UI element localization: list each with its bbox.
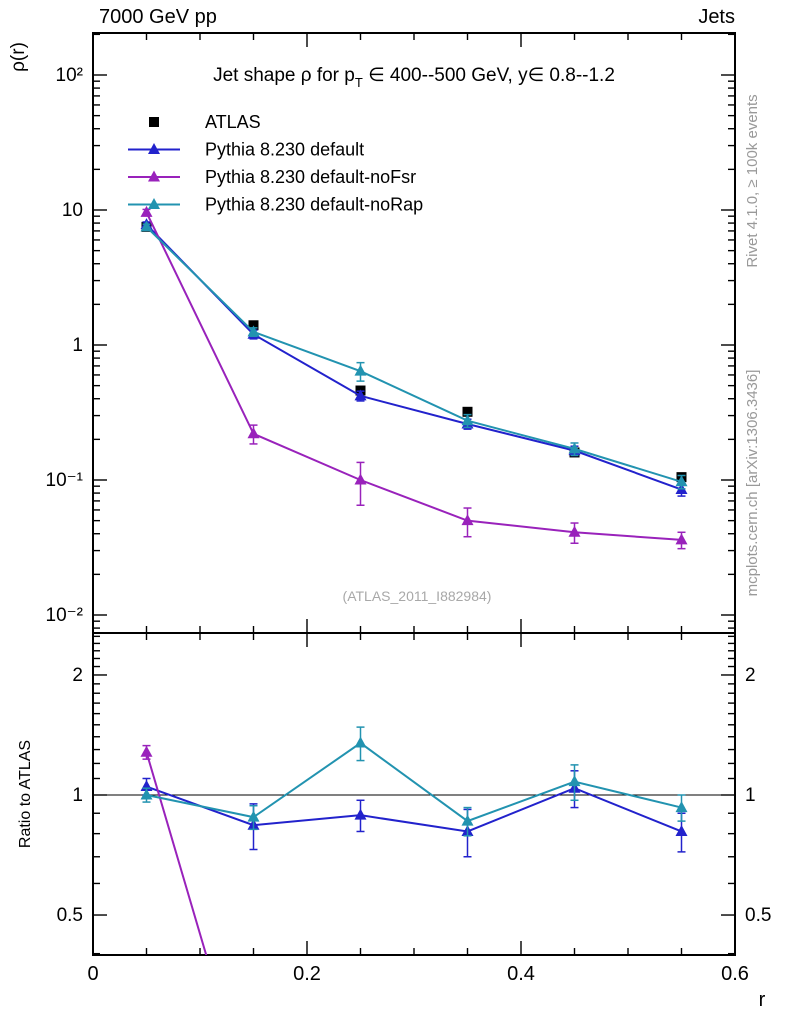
series-pythia-8-230-default-nofsr-line [145, 211, 682, 541]
series-pythia-8-230-default-nofsr-marker-triangle [461, 514, 474, 526]
series-pythia-8-230-default-nofsr-marker-triangle [140, 745, 153, 757]
series-pythia-8-230-default-norap-marker-triangle [140, 220, 153, 232]
x-axis-label: r [759, 989, 766, 1011]
side-note-generator-icon: Rivet 4.1.0, ≥ 100k events [744, 94, 761, 267]
series-pythia-8-230-default-norap-marker-triangle [140, 788, 153, 800]
legend-pythia-8-230-default-marker-triangle [148, 143, 160, 154]
legend-atlas-marker-square [149, 117, 159, 127]
tick-label: 10² [56, 65, 83, 86]
series-pythia-8-230-default-norap-marker-triangle [568, 775, 581, 787]
ratio-series-layer [140, 726, 688, 955]
series-pythia-8-230-default-norap-marker-triangle [568, 442, 581, 454]
series-pythia-8-230-default-marker-triangle [354, 389, 367, 401]
tick-label: 1 [72, 335, 83, 356]
tick-label: 0.5 [57, 905, 83, 926]
ratio-y-axis-label: Ratio to ATLAS [17, 740, 34, 848]
main-y-axis-label: ρ(r) [8, 42, 29, 72]
series-atlas-marker-square [248, 320, 259, 331]
series-pythia-8-230-default-marker-triangle [354, 808, 367, 820]
series-pythia-8-230-default-nofsr-marker-triangle [354, 473, 367, 485]
legend-markers [128, 117, 180, 209]
series-pythia-8-230-default-norap-marker-triangle [675, 475, 688, 487]
plot-title-main: Jet shape ρ for p [213, 65, 355, 86]
tick-label: 10 [62, 200, 83, 221]
plot-title: Jet shape ρ for pT ∈ 400--500 GeV, y∈ 0.… [213, 65, 615, 90]
plot-title-subscript: T [355, 75, 363, 90]
tick-label: 0.6 [721, 963, 749, 985]
series-pythia-8-230-default-nofsr-marker-triangle [247, 427, 260, 439]
series-pythia-8-230-default-norap-marker-triangle [354, 736, 367, 748]
tick-label: 10⁻² [46, 605, 84, 626]
series-pythia-8-230-default-norap-line [145, 226, 682, 483]
tick-label: 2 [72, 665, 83, 686]
legend-label-pythia-nofsr: Pythia 8.230 default-noFsr [205, 167, 416, 187]
series-pythia-8-230-default-norap-marker-triangle [461, 414, 474, 426]
legend-pythia-8-230-default-norap-marker-triangle [148, 198, 160, 209]
series-pythia-8-230-default-nofsr-marker-triangle [140, 205, 153, 217]
legend-label-pythia-norap: Pythia 8.230 default-noRap [205, 195, 423, 215]
series-pythia-8-230-default-line [145, 223, 682, 491]
legend-label-atlas: ATLAS [205, 112, 261, 132]
series-pythia-8-230-default-norap-marker-triangle [461, 814, 474, 826]
series-pythia-8-230-default-norap-marker-triangle [675, 801, 688, 813]
main-series-layer [140, 205, 688, 550]
analysis-watermark: (ATLAS_2011_I882984) [343, 588, 492, 604]
series-pythia-8-230-default-line [146, 785, 682, 833]
ratio-frame [92, 632, 736, 956]
tick-label: 0 [87, 963, 98, 985]
legend-label-pythia-default: Pythia 8.230 default [205, 140, 364, 160]
series-pythia-8-230-default-nofsr-marker-triangle [568, 525, 581, 537]
series-pythia-8-230-default-nofsr-marker-triangle [675, 533, 688, 545]
header-analysis-label: Jets [698, 6, 735, 28]
legend-pythia-8-230-default-nofsr-marker-triangle [148, 170, 160, 182]
plot-title-rest: ∈ 400--500 GeV, y∈ 0.8--1.2 [363, 65, 615, 86]
series-pythia-8-230-default-norap-marker-triangle [354, 364, 367, 376]
side-note-source: mcplots.cern.ch [arXiv:1306.3436] [744, 370, 761, 597]
series-atlas-marker-square [462, 406, 473, 417]
tick-label: 2 [745, 665, 756, 686]
series-pythia-8-230-default-marker-triangle [675, 824, 688, 836]
series-pythia-8-230-default-norap-line [146, 741, 682, 823]
series-pythia-8-230-default-norap-marker-triangle [247, 810, 260, 822]
tick-label: 10⁻¹ [46, 470, 84, 491]
main-frame [92, 32, 736, 634]
header-beam-label: 7000 GeV pp [99, 6, 217, 28]
tick-label: 1 [745, 785, 756, 806]
tick-label: 1 [72, 785, 83, 806]
series-pythia-8-230-default-norap-marker-triangle [247, 325, 260, 337]
tick-label: 0.2 [293, 963, 321, 985]
tick-label: 0.5 [745, 905, 771, 926]
tick-label: 0.4 [507, 963, 535, 985]
axes-layer: 0 0.2 0.4 0.6 10² 10 1 10⁻¹ 10⁻² 2 2 1 1 0.5 0.5 [46, 32, 771, 985]
series-pythia-8-230-default-nofsr-line [145, 751, 208, 955]
